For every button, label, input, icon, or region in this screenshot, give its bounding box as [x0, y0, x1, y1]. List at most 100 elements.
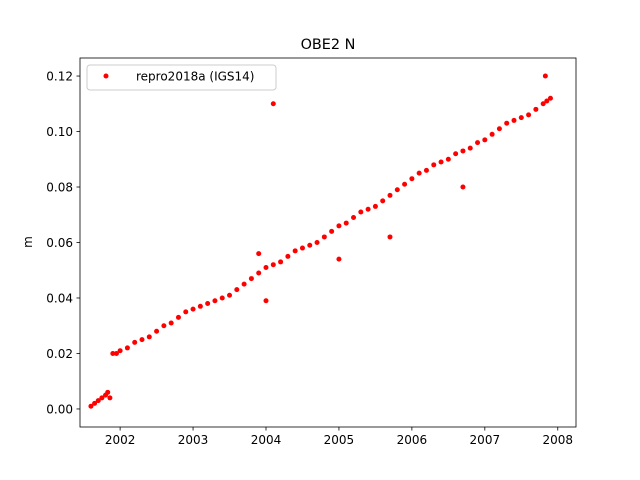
data-point — [113, 350, 119, 356]
data-point — [496, 126, 502, 132]
data-point — [241, 281, 247, 287]
data-point — [256, 251, 262, 257]
data-point — [358, 209, 364, 215]
y-tick-label: 0.02 — [46, 347, 73, 361]
legend-box — [86, 64, 277, 91]
data-point — [117, 348, 123, 354]
data-point — [99, 395, 105, 401]
data-point — [168, 320, 174, 326]
y-tick-label: 0.04 — [46, 291, 73, 305]
data-point — [132, 339, 138, 345]
legend-label: repro2018a (IGS14) — [136, 70, 254, 84]
data-point — [270, 101, 276, 107]
data-point — [270, 262, 276, 268]
x-tick-label: 2005 — [324, 433, 355, 447]
data-point — [351, 215, 357, 221]
data-point — [146, 334, 152, 340]
data-point — [423, 167, 429, 173]
data-point — [526, 112, 532, 118]
data-point — [533, 106, 539, 112]
data-point — [475, 140, 481, 146]
x-axis-ticks: 2002 2003 2004 2005 2006 2007 2008 — [105, 427, 573, 447]
data-point — [431, 162, 437, 168]
data-point — [372, 203, 378, 209]
data-point — [124, 345, 130, 351]
data-point — [365, 206, 371, 212]
data-point — [154, 328, 160, 334]
data-point — [285, 253, 291, 259]
data-points — [88, 73, 553, 409]
y-tick-label: 0.08 — [46, 181, 73, 195]
data-point — [161, 323, 167, 329]
data-point — [183, 309, 189, 315]
x-tick-label: 2007 — [470, 433, 501, 447]
data-point — [248, 276, 254, 282]
data-point — [314, 240, 320, 245]
data-point — [453, 151, 459, 157]
data-point — [234, 287, 240, 293]
data-point — [460, 148, 466, 154]
data-point — [219, 295, 225, 301]
data-point — [329, 228, 335, 234]
data-point — [139, 337, 145, 343]
data-point — [227, 292, 233, 298]
data-point — [394, 187, 400, 193]
y-axis-label: m — [21, 236, 35, 248]
data-point — [542, 73, 548, 79]
data-point — [88, 403, 94, 409]
y-tick-label: 0.00 — [46, 402, 73, 416]
data-point — [540, 101, 546, 107]
plot-frame — [79, 57, 577, 428]
data-point — [544, 98, 550, 104]
data-point — [263, 298, 269, 304]
y-tick-label: 0.06 — [46, 236, 73, 250]
chart-title: OBE2 N — [301, 37, 356, 53]
data-point — [504, 120, 510, 126]
data-point — [511, 117, 517, 123]
data-point — [482, 137, 488, 143]
data-point — [92, 400, 98, 406]
data-point — [518, 115, 524, 121]
data-point — [467, 145, 473, 151]
data-point — [256, 270, 262, 276]
y-tick-label: 0.10 — [46, 125, 73, 139]
legend: repro2018a (IGS14) — [86, 64, 277, 91]
data-point — [460, 184, 466, 190]
x-tick-label: 2006 — [397, 433, 428, 447]
data-point — [175, 314, 181, 320]
data-point — [336, 223, 342, 229]
data-point — [438, 159, 444, 165]
data-point — [402, 181, 408, 187]
data-point — [190, 306, 196, 312]
data-point — [307, 242, 313, 248]
data-point — [110, 350, 116, 356]
data-point — [205, 301, 211, 307]
data-point — [107, 395, 113, 401]
legend-marker-icon — [103, 73, 109, 79]
data-point — [547, 95, 553, 101]
data-point — [387, 234, 393, 240]
x-tick-label: 2008 — [542, 433, 573, 447]
data-point — [489, 131, 495, 137]
data-point — [409, 176, 415, 182]
data-point — [336, 256, 342, 262]
data-point — [343, 220, 349, 226]
data-point — [416, 170, 422, 176]
data-point — [105, 389, 111, 395]
data-point — [212, 298, 218, 304]
data-point — [197, 303, 203, 309]
x-tick-label: 2002 — [105, 433, 136, 447]
data-point — [380, 198, 386, 204]
data-point — [321, 234, 327, 240]
y-tick-label: 0.12 — [46, 70, 73, 84]
x-tick-label: 2003 — [178, 433, 209, 447]
data-point — [263, 264, 269, 270]
x-tick-label: 2004 — [251, 433, 282, 447]
data-point — [445, 156, 451, 162]
data-point — [387, 192, 393, 198]
y-axis-ticks: 0.00 0.02 0.04 0.06 0.08 0.10 0.12 — [46, 70, 80, 416]
data-point — [299, 245, 305, 251]
data-point — [95, 398, 101, 404]
data-point — [292, 248, 298, 254]
